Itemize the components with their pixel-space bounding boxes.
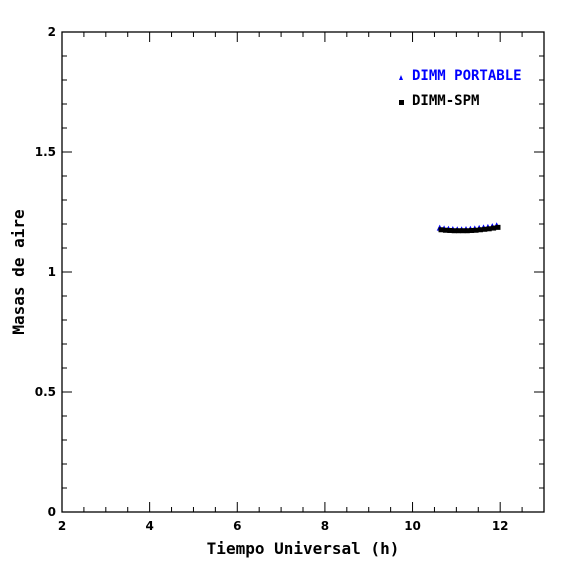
y-tick-label: 0.5 bbox=[35, 385, 56, 399]
data-point-square bbox=[451, 228, 457, 234]
x-tick-label: 2 bbox=[58, 519, 66, 533]
x-tick-label: 6 bbox=[233, 519, 241, 533]
data-point-square bbox=[473, 227, 479, 233]
legend: DIMM PORTABLE DIMM-SPM bbox=[399, 68, 522, 109]
data-point-square bbox=[460, 228, 466, 234]
legend-item-dimm-spm: DIMM-SPM bbox=[399, 93, 479, 109]
data-point-square bbox=[469, 227, 475, 233]
data-point-square bbox=[491, 225, 497, 231]
x-tick-label: 8 bbox=[321, 519, 329, 533]
data-point-square bbox=[495, 224, 501, 230]
y-tick-label: 1.5 bbox=[35, 145, 56, 159]
x-tick-label: 4 bbox=[145, 519, 153, 533]
axis-tick-labels: 2 4 6 8 10 12 0 0.5 1 1.5 2 bbox=[35, 25, 509, 533]
data-point-square bbox=[438, 227, 444, 233]
legend-item-dimm-portable: DIMM PORTABLE bbox=[399, 68, 522, 84]
data-point-square bbox=[442, 227, 448, 233]
y-tick-label: 0 bbox=[48, 505, 56, 519]
legend-marker-triangle bbox=[399, 75, 403, 80]
data-point-square bbox=[456, 228, 462, 234]
data-point-square bbox=[447, 227, 453, 233]
legend-label-dimm-spm: DIMM-SPM bbox=[412, 93, 479, 109]
data-point-square bbox=[486, 226, 492, 232]
x-tick-label: 12 bbox=[492, 519, 509, 533]
x-tick-label: 10 bbox=[404, 519, 421, 533]
axis-ticks bbox=[61, 31, 545, 513]
y-tick-label: 2 bbox=[48, 25, 56, 39]
legend-label-dimm-portable: DIMM PORTABLE bbox=[412, 68, 522, 84]
legend-marker-square bbox=[399, 100, 404, 105]
x-axis-title: Tiempo Universal (h) bbox=[207, 539, 400, 558]
data-point-square bbox=[464, 228, 470, 234]
y-axis-title: Masas de aire bbox=[9, 209, 28, 334]
data-point-square bbox=[477, 227, 483, 233]
data-point-square bbox=[482, 226, 488, 232]
series-dimm-spm bbox=[438, 224, 501, 234]
data-marks bbox=[436, 222, 501, 234]
y-tick-label: 1 bbox=[48, 265, 56, 279]
